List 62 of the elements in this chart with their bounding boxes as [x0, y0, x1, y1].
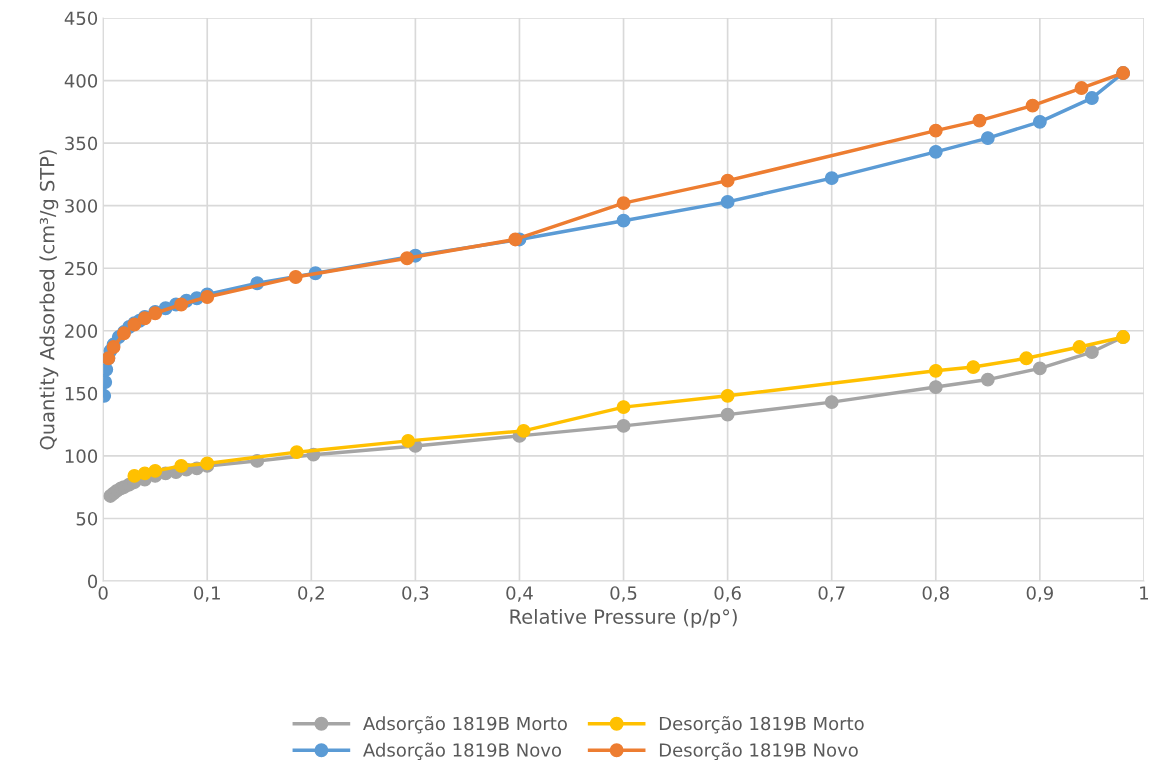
point [980, 131, 995, 146]
point [508, 232, 523, 247]
point [1019, 351, 1034, 366]
legend-label: Adsorção 1819B Novo [363, 742, 562, 761]
point [1084, 345, 1099, 360]
x-tick-label: 1 [1140, 586, 1149, 600]
point [824, 171, 839, 186]
x-tick-label: 0,1 [194, 586, 220, 602]
point [616, 213, 631, 228]
y-tick-label: 150 [65, 386, 98, 401]
y-tick-label: 450 [64, 11, 98, 26]
point [966, 360, 981, 375]
point [720, 407, 735, 422]
point [928, 144, 943, 159]
point [127, 468, 142, 483]
x-tick-label: 0,3 [402, 586, 429, 602]
legend-label: Desorção 1819B Novo [659, 742, 858, 761]
point [1025, 98, 1040, 113]
point [824, 395, 839, 410]
x-tick-label: 0,4 [506, 586, 533, 602]
point [1072, 340, 1087, 354]
point [1084, 91, 1099, 106]
point [928, 380, 943, 395]
point [174, 297, 189, 312]
point [1032, 361, 1047, 376]
point [401, 433, 416, 448]
y-tick-label: 0 [87, 574, 98, 589]
x-tick-label: 0,9 [1026, 586, 1053, 602]
y-tick-label: 400 [64, 74, 98, 88]
y-axis-title: Quantity Adsorbed (cm³/g STP) [39, 150, 59, 450]
point [288, 270, 303, 284]
x-axis-title: Relative Pressure (p/p°) [510, 608, 737, 628]
x-tick-label: 0,2 [298, 586, 324, 602]
y-tick-label: 50 [76, 511, 98, 526]
y-tick-label: 100 [65, 449, 98, 464]
point [720, 194, 735, 209]
point [972, 113, 987, 128]
y-tick-label: 200 [65, 324, 98, 338]
x-tick-label: 0,5 [610, 586, 637, 602]
point [289, 445, 304, 460]
point [616, 418, 631, 433]
point [928, 363, 943, 378]
y-tick-label: 250 [65, 261, 98, 276]
x-tick-label: 0 [98, 586, 108, 600]
point [720, 388, 735, 403]
point [174, 458, 189, 473]
legend-label: Adsorção 1819B Morto [363, 716, 567, 734]
x-tick-label: 0,6 [714, 586, 741, 602]
point [720, 173, 735, 188]
point [616, 400, 631, 415]
point [400, 251, 415, 266]
point [980, 372, 995, 387]
point [1032, 114, 1047, 129]
point [928, 123, 943, 138]
legend-label: Desorção 1819B Morto [659, 716, 864, 734]
point [516, 423, 531, 438]
x-tick-label: 0,7 [818, 586, 845, 602]
point [1074, 81, 1089, 95]
y-tick-label: 350 [65, 136, 98, 151]
y-tick-label: 300 [65, 199, 98, 213]
point [616, 196, 631, 211]
x-tick-label: 0,8 [922, 586, 949, 602]
